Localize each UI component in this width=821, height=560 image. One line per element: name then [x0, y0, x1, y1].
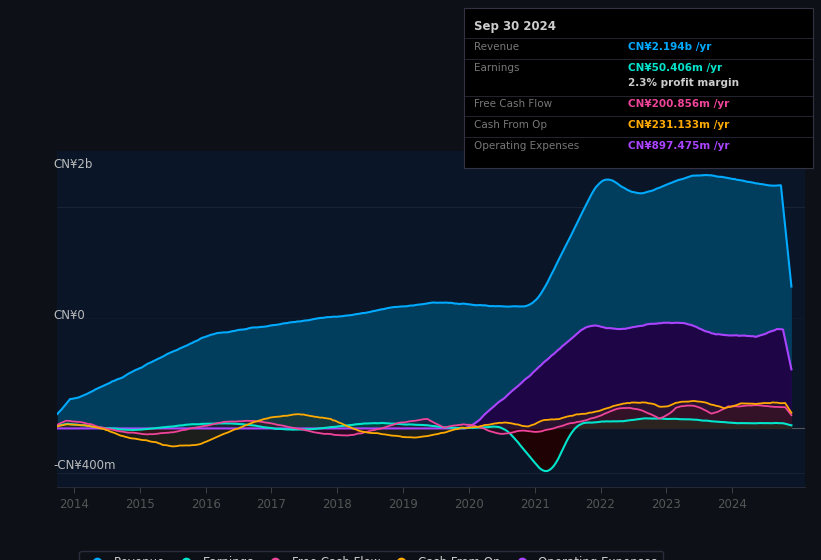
Text: CN¥2b: CN¥2b [53, 158, 93, 171]
Text: Cash From Op: Cash From Op [474, 120, 547, 130]
Text: -CN¥400m: -CN¥400m [53, 459, 117, 472]
Text: Operating Expenses: Operating Expenses [474, 141, 579, 151]
Text: CN¥200.856m /yr: CN¥200.856m /yr [628, 99, 729, 109]
Text: Free Cash Flow: Free Cash Flow [474, 99, 552, 109]
Text: CN¥50.406m /yr: CN¥50.406m /yr [628, 63, 722, 73]
Text: Sep 30 2024: Sep 30 2024 [474, 20, 556, 32]
Text: Revenue: Revenue [474, 42, 519, 52]
Text: Earnings: Earnings [474, 63, 519, 73]
Legend: Revenue, Earnings, Free Cash Flow, Cash From Op, Operating Expenses: Revenue, Earnings, Free Cash Flow, Cash … [79, 550, 663, 560]
Text: CN¥2.194b /yr: CN¥2.194b /yr [628, 42, 712, 52]
Text: 2.3% profit margin: 2.3% profit margin [628, 78, 739, 88]
Text: CN¥0: CN¥0 [53, 309, 85, 323]
Text: CN¥897.475m /yr: CN¥897.475m /yr [628, 141, 730, 151]
Text: CN¥231.133m /yr: CN¥231.133m /yr [628, 120, 729, 130]
